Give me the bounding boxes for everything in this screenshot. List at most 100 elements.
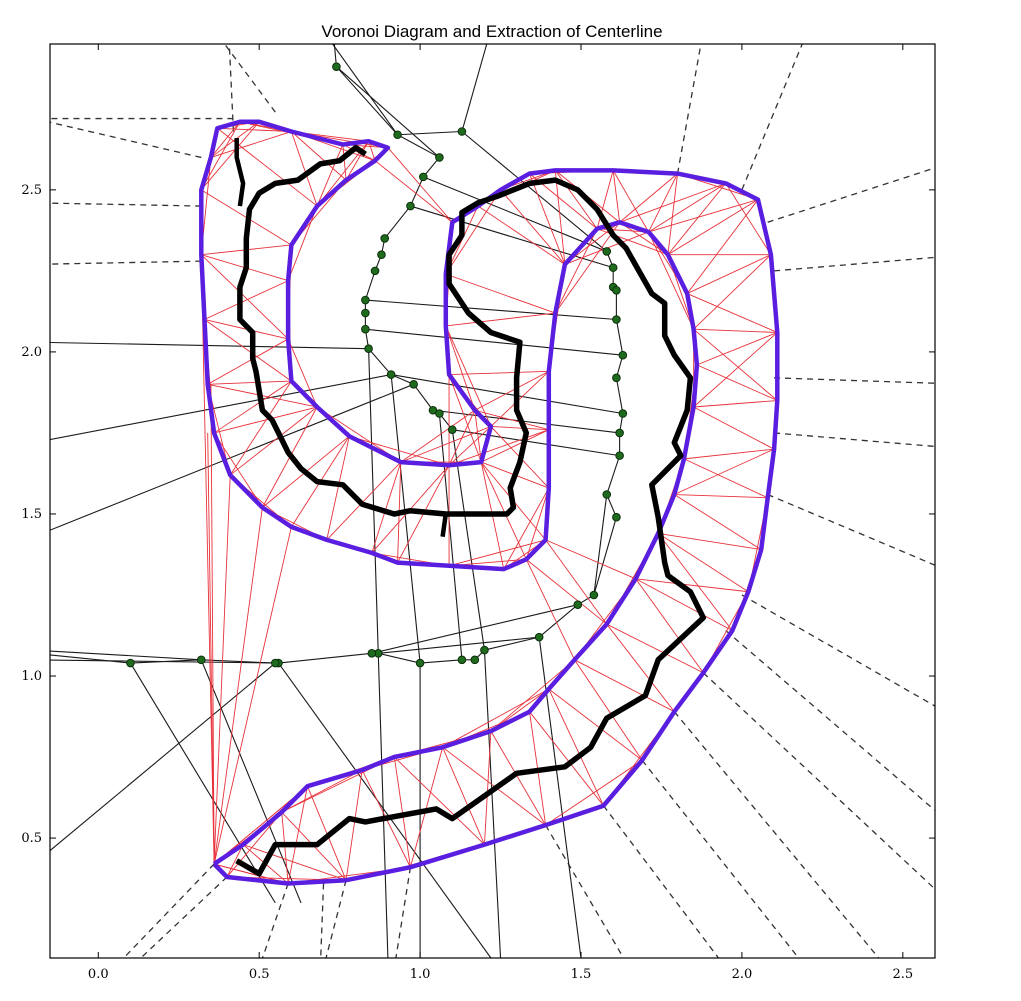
voronoi-vertex	[419, 172, 428, 182]
voronoi-edge	[606, 455, 621, 495]
voronoi-unbounded-edge	[320, 883, 325, 958]
triangulation-edge	[326, 461, 402, 541]
voronoi-vertex	[457, 655, 467, 665]
voronoi-ray	[50, 650, 202, 661]
triangulation-edge	[210, 384, 215, 865]
triangulation-edge	[204, 319, 292, 382]
triangulation-edge	[410, 747, 444, 868]
triangulation-edge	[648, 231, 695, 330]
voronoi-vertex	[361, 324, 370, 334]
triangulation-edge	[210, 121, 241, 158]
triangulation-edge	[554, 228, 598, 314]
triangulation-edge	[696, 332, 778, 366]
voronoi-unbounded-edge	[261, 883, 289, 958]
voronoi-vertex	[602, 247, 612, 256]
triangulation-edge	[213, 507, 263, 865]
triangulation-edge	[619, 182, 726, 223]
triangulation-edge	[635, 578, 749, 593]
triangulation-edge	[687, 254, 772, 294]
triangulation-edge	[648, 199, 759, 233]
triangulation-edge	[326, 436, 350, 540]
triangulation-edge	[490, 730, 546, 826]
triangulation-edge	[674, 448, 775, 495]
voronoi-vertex	[435, 153, 444, 162]
triangulation-edge	[657, 533, 749, 593]
voronoi-edge	[391, 374, 623, 415]
y-tick-label: 2.0	[21, 345, 42, 360]
voronoi-ray	[333, 44, 337, 67]
voronoi-edge	[336, 66, 398, 136]
voronoi-unbounded-edge	[139, 876, 228, 958]
voronoi-vertex	[332, 62, 341, 71]
triangulation-edge	[342, 144, 347, 181]
triangulation-edge	[683, 448, 775, 460]
triangulation-edge	[371, 461, 402, 553]
voronoi-vertex	[367, 649, 377, 658]
x-tick-label: 2.5	[892, 967, 913, 982]
voronoi-edge	[397, 134, 440, 158]
voronoi-unbounded-edge	[641, 759, 800, 958]
voronoi-edge	[368, 348, 392, 375]
centerline-main	[235, 144, 707, 877]
triangulation-edge	[281, 812, 289, 884]
voronoi-vertex	[608, 263, 618, 272]
voronoi-unbounded-edge	[741, 44, 803, 191]
triangulation-edge	[445, 273, 556, 314]
shape-boundary	[199, 119, 780, 886]
triangulation-edge	[449, 370, 549, 376]
triangulation-edge	[213, 526, 292, 865]
triangulation-edge	[445, 325, 476, 411]
triangulation-edge	[207, 432, 215, 865]
triangulation-edge	[207, 380, 292, 385]
voronoi-unbounded-edge	[122, 863, 215, 958]
triangulation-edge	[545, 539, 608, 625]
plot-frame	[49, 43, 936, 959]
voronoi-edge	[452, 429, 620, 457]
voronoi-vertex	[602, 490, 612, 499]
voronoi-unbounded-edge	[395, 867, 412, 958]
triangulation-edge	[612, 170, 621, 223]
triangulation-edge	[683, 458, 768, 499]
voronoi-ray	[483, 650, 502, 958]
voronoi-edge	[423, 176, 607, 252]
triangulation-edge	[674, 494, 768, 499]
voronoi-edge	[365, 299, 617, 321]
voronoi-edge	[413, 383, 434, 411]
voronoi-unbounded-edge	[325, 880, 347, 958]
voronoi-vertex	[126, 658, 135, 668]
triangulation-edge	[200, 254, 215, 865]
voronoi-unbounded-edge	[228, 44, 235, 132]
triangulation-edge	[693, 406, 775, 450]
triangulation-edge	[287, 786, 308, 884]
triangulation-edge	[548, 688, 604, 806]
voronoi-ray	[278, 662, 492, 958]
voronoi-edge	[420, 659, 462, 664]
triangulation-edge	[210, 131, 292, 158]
voronoi-unbounded-edge	[767, 493, 935, 566]
voronoi-ray	[50, 662, 276, 852]
voronoi-edge	[538, 604, 579, 638]
triangulation-edge	[387, 147, 453, 223]
y-axis: 0.5 1.0 1.5 2.0 2.5	[21, 183, 935, 846]
voronoi-unbounded-edge	[767, 167, 935, 223]
triangulation-edge	[693, 328, 778, 333]
voronoi-unbounded-edge	[676, 44, 702, 174]
voronoi-vertex	[435, 409, 444, 418]
triangulation-edge	[635, 578, 733, 632]
triangulation-edge	[445, 312, 556, 327]
triangulation-edge	[648, 182, 727, 233]
triangulation-edge	[217, 127, 292, 132]
voronoi-vertex	[534, 632, 544, 642]
triangulation-edge	[290, 131, 318, 207]
triangulation-edge	[667, 173, 678, 255]
voronoi-vertex	[573, 600, 583, 610]
voronoi-edge	[371, 604, 578, 654]
voronoi-edge	[378, 652, 421, 664]
triangulation-edge	[448, 429, 549, 466]
triangulation-edge	[657, 533, 733, 631]
triangulation-edge	[693, 328, 778, 401]
voronoi-edge	[278, 652, 372, 664]
triangulation-edge	[394, 756, 485, 845]
triangulation-edge	[287, 205, 318, 281]
